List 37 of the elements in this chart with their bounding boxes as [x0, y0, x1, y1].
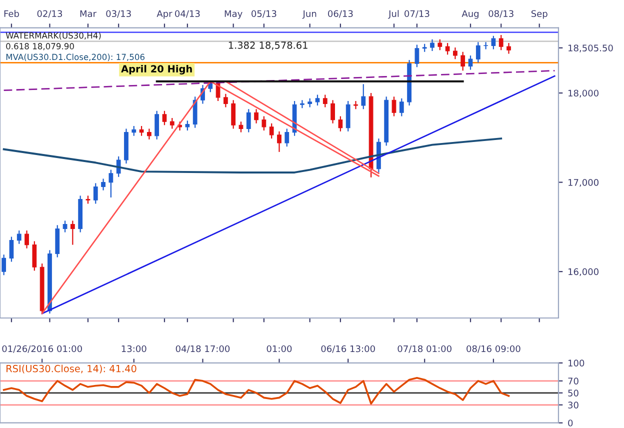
y-tick-label: 18,505.50 [568, 44, 613, 52]
y-tick-label: 100 [568, 360, 584, 366]
x-tick-label: 07/18 01:00 [398, 345, 452, 353]
x-tick-label: May [224, 10, 242, 19]
x-tick-label: Jun [302, 10, 316, 19]
y-tick-label: 0 [568, 420, 573, 426]
y-tick-label: 70 [568, 378, 578, 384]
x-tick-label: 08/13 [488, 10, 514, 18]
x-tick-label: Apr [156, 10, 172, 19]
x-tick-label: 04/13 [175, 10, 200, 18]
x-tick-label: 04/18 17:00 [176, 345, 230, 353]
x-tick-label: Feb [4, 10, 19, 18]
x-tick-label: 08/16 09:00 [466, 345, 520, 353]
y-tick-label: 17,000 [568, 179, 598, 187]
x-tick-label: Aug [462, 10, 478, 19]
text: MVA(US30.D1.Close,200): 17,506 [6, 54, 145, 62]
chart-title: RSI(US30.Close, 14): 41.40 [6, 364, 136, 374]
x-tick-label: 06/13 [328, 10, 353, 18]
x-tick-label: 05/13 [252, 10, 276, 18]
x-tick-label: 01/26/2016 01:00 [2, 345, 82, 353]
y-tick-label: 18,000 [568, 90, 598, 98]
x-tick-label: Jul [388, 10, 399, 19]
x-tick-label: Mar [80, 10, 96, 18]
x-tick-label: 03/13 [106, 10, 131, 18]
y-tick-label: 16,000 [568, 268, 598, 276]
x-tick-label: 06/16 13:00 [321, 345, 375, 353]
y-tick-label: 50 [568, 390, 578, 396]
annotation: WATERMARK(US30,H4) [6, 32, 101, 40]
x-tick-label: 02/13 [37, 10, 62, 18]
series-label: April 20 High [121, 64, 192, 74]
annotation: 0.618 18,079.90 [6, 43, 74, 50]
y-tick-label: 30 [568, 402, 578, 408]
x-tick-label: 13:00 [122, 345, 146, 352]
x-tick-label: 07/13 [404, 10, 430, 18]
x-tick-label: Sep [531, 10, 548, 19]
x-tick-label: 01:00 [266, 345, 292, 352]
ref-line-label: 1.382 18,578.61 [228, 42, 308, 50]
